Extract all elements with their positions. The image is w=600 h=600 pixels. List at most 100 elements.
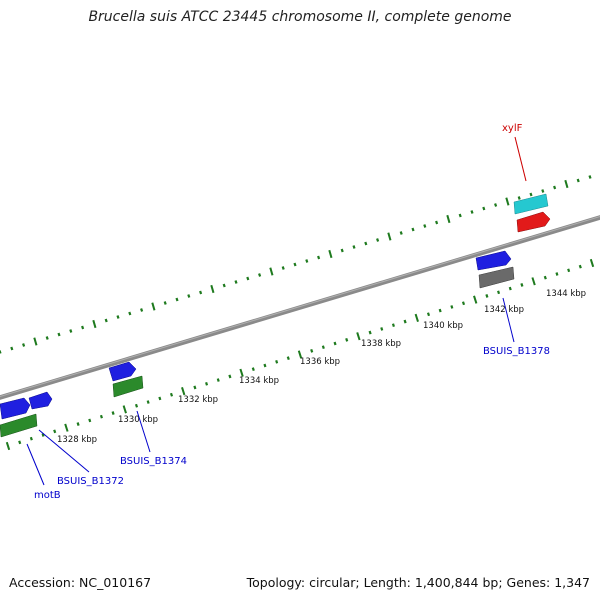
gene-xylF[interactable] <box>516 211 551 233</box>
minor-tick <box>10 346 14 351</box>
major-tick <box>5 441 11 451</box>
major-tick <box>122 405 127 414</box>
gene-bsuis-b1372[interactable] <box>0 413 38 438</box>
minor-tick <box>69 329 73 333</box>
major-tick <box>239 368 244 377</box>
minor-tick <box>88 418 92 423</box>
minor-tick <box>494 203 498 207</box>
major-tick <box>269 267 274 276</box>
gene-label-bsuis-b1372[interactable]: BSUIS_B1372 <box>57 476 124 487</box>
minor-tick <box>340 248 344 253</box>
minor-tick <box>482 206 486 211</box>
major-tick <box>181 386 186 396</box>
minor-tick <box>111 411 115 415</box>
major-tick <box>210 284 215 294</box>
minor-tick <box>497 290 501 295</box>
minor-tick <box>541 189 545 193</box>
major-tick <box>151 302 156 311</box>
minor-tick <box>163 301 167 305</box>
minor-tick <box>380 327 384 331</box>
chromosome-backbone <box>0 215 600 400</box>
minor-tick <box>555 272 559 276</box>
minor-tick <box>246 276 250 281</box>
scale-label-1344: 1344 kbp <box>546 289 586 299</box>
minor-tick <box>76 422 80 426</box>
gene-arrow-bsuis-b1374[interactable] <box>108 361 137 382</box>
minor-tick <box>286 356 290 361</box>
minor-tick <box>199 290 203 295</box>
scale-label-1340: 1340 kbp <box>423 321 463 331</box>
scale-label-1336: 1336 kbp <box>300 357 340 367</box>
minor-tick <box>411 227 415 232</box>
tick-row-lower <box>5 258 595 451</box>
minor-tick <box>333 341 337 346</box>
scale-label-1342: 1342 kbp <box>484 305 524 315</box>
minor-tick <box>578 264 582 269</box>
major-tick <box>589 258 595 268</box>
minor-tick <box>275 359 279 364</box>
minor-tick <box>175 297 179 302</box>
gene-label-xylF[interactable]: xylF <box>502 123 523 134</box>
major-tick <box>356 332 361 341</box>
minor-tick <box>517 196 521 200</box>
genome-summary-text: Topology: circular; Length: 1,400,844 bp… <box>246 575 590 590</box>
gene-arrow-bsuis-b1378[interactable] <box>475 250 512 271</box>
minor-tick <box>128 311 132 316</box>
leader-line-bsuis-b1374 <box>136 410 151 453</box>
minor-tick <box>435 220 439 225</box>
scale-label-1328: 1328 kbp <box>57 435 97 445</box>
minor-tick <box>461 301 466 306</box>
gene-label-motB[interactable]: motB <box>34 490 61 501</box>
gene-bsuis-b1378[interactable] <box>478 266 515 289</box>
minor-tick <box>508 286 512 291</box>
scale-label-1334: 1334 kbp <box>239 376 279 386</box>
gene-bsuis-b1374[interactable] <box>112 375 144 398</box>
minor-tick <box>368 330 372 335</box>
minor-tick <box>146 400 150 404</box>
minor-tick <box>399 231 403 235</box>
minor-tick <box>18 440 22 445</box>
major-tick <box>505 197 510 206</box>
major-tick <box>64 423 69 432</box>
map-title: Brucella suis ATCC 23445 chromosome II, … <box>88 9 512 25</box>
minor-tick <box>426 312 431 317</box>
minor-tick <box>567 268 571 273</box>
minor-tick <box>222 283 226 288</box>
minor-tick <box>485 294 489 298</box>
minor-tick <box>310 348 314 353</box>
minor-tick <box>588 175 592 179</box>
minor-tick <box>317 255 321 260</box>
gene-label-bsuis-b1378[interactable]: BSUIS_B1378 <box>483 346 550 357</box>
minor-tick <box>281 266 285 270</box>
minor-tick <box>140 308 144 312</box>
minor-tick <box>29 436 33 441</box>
major-tick <box>92 319 97 329</box>
minor-tick <box>305 259 309 263</box>
scale-label-1330: 1330 kbp <box>118 415 158 425</box>
gene-motB[interactable] <box>0 397 31 420</box>
minor-tick <box>258 273 262 277</box>
gene-label-bsuis-b1374[interactable]: BSUIS_B1374 <box>120 456 187 467</box>
tick-row-upper <box>0 175 592 354</box>
minor-tick <box>41 433 45 437</box>
minor-tick <box>193 385 197 390</box>
minor-tick <box>345 337 349 342</box>
minor-tick <box>438 308 442 313</box>
minor-tick <box>45 336 49 340</box>
minor-tick <box>53 429 57 434</box>
major-tick <box>33 337 38 346</box>
major-tick <box>531 277 536 286</box>
accession-text: Accession: NC_010167 <box>9 575 152 590</box>
gene-cyan-box[interactable] <box>513 193 549 215</box>
gene-arrow-2[interactable] <box>28 391 53 410</box>
minor-tick <box>293 262 297 267</box>
minor-tick <box>352 245 356 249</box>
minor-tick <box>364 241 368 246</box>
minor-tick <box>99 414 103 419</box>
minor-tick <box>423 224 427 228</box>
minor-tick <box>263 363 267 368</box>
minor-tick <box>22 343 26 347</box>
minor-tick <box>81 325 85 330</box>
leader-line-bsuis-b1378 <box>502 297 515 343</box>
